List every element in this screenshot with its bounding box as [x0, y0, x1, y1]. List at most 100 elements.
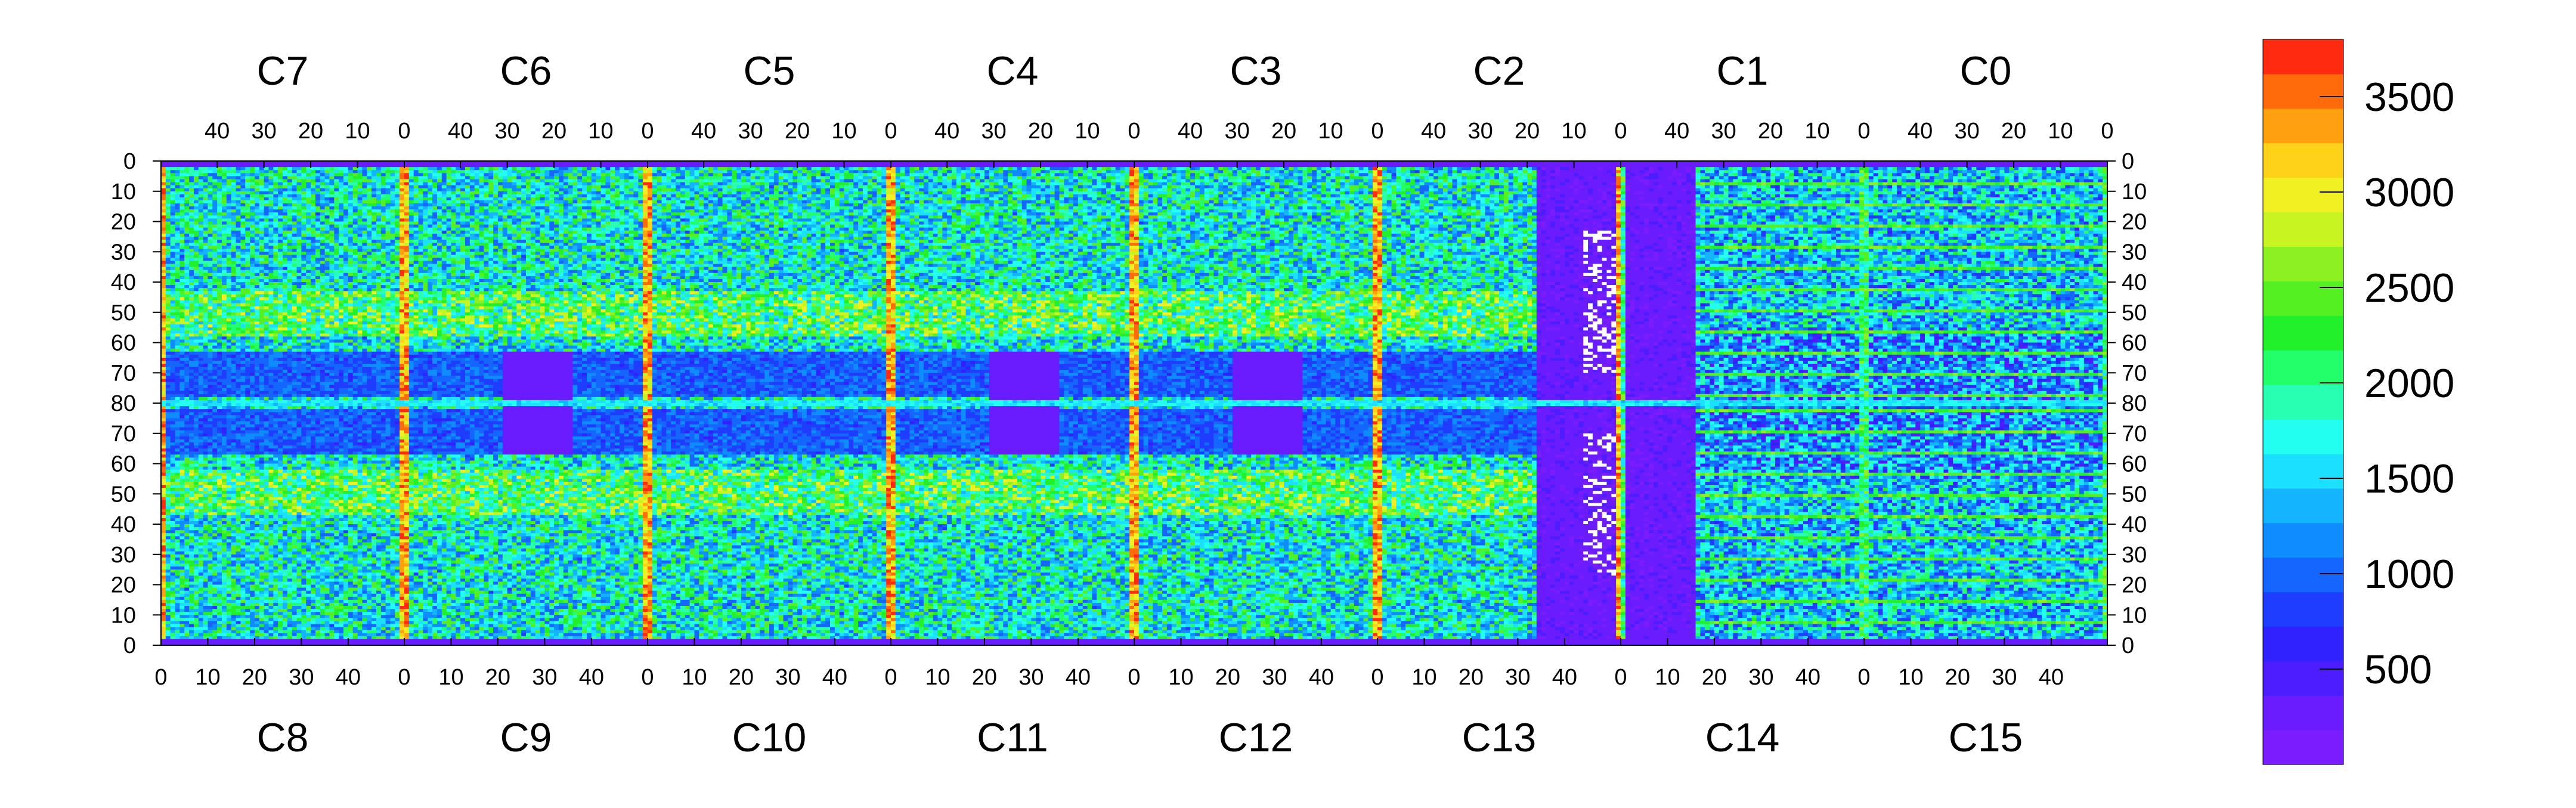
- heatmap-cell: [718, 167, 723, 171]
- heatmap-cell: [1008, 173, 1013, 177]
- heatmap-cell: [1925, 170, 1930, 174]
- heatmap-cell: [564, 167, 568, 171]
- heatmap-cell: [648, 173, 652, 177]
- heatmap-cell: [896, 173, 900, 177]
- heatmap-cell: [723, 164, 727, 168]
- heatmap-cell: [713, 167, 718, 171]
- heatmap-cell: [900, 164, 905, 168]
- heatmap-cell: [1377, 167, 1382, 171]
- heatmap-cell: [2032, 170, 2037, 174]
- heatmap-cell: [1382, 167, 1387, 171]
- heatmap-cell: [1691, 164, 1696, 168]
- heatmap-cell: [694, 164, 699, 168]
- heatmap-cell: [432, 173, 437, 177]
- heatmap-cell: [784, 164, 788, 168]
- heatmap-cell: [1457, 167, 1462, 171]
- heatmap-cell: [2018, 164, 2023, 168]
- heatmap-cell: [432, 170, 437, 174]
- heatmap-cell: [1874, 170, 1878, 174]
- heatmap-cell: [1157, 170, 1162, 174]
- heatmap-cell: [544, 164, 549, 168]
- heatmap-cell: [877, 170, 881, 174]
- heatmap-cell: [610, 173, 615, 177]
- heatmap-cell: [432, 167, 437, 171]
- heatmap-cell: [680, 167, 685, 171]
- heatmap-cell: [723, 173, 727, 177]
- heatmap-cell: [535, 167, 540, 171]
- heatmap-cell: [1190, 164, 1195, 168]
- heatmap-cell: [1822, 164, 1826, 168]
- heatmap-cell: [652, 170, 657, 174]
- heatmap-cell: [1363, 167, 1368, 171]
- heatmap-cell: [2089, 170, 2094, 174]
- heatmap-cell: [582, 167, 587, 171]
- heatmap-cell: [984, 170, 989, 174]
- heatmap-cell: [1017, 164, 1022, 168]
- heatmap-cell: [386, 173, 391, 177]
- heatmap-cell: [1251, 170, 1256, 174]
- heatmap-cell: [1359, 170, 1364, 174]
- heatmap-cell: [2014, 164, 2018, 168]
- heatmap-cell: [657, 170, 662, 174]
- heatmap-cell: [844, 164, 849, 168]
- heatmap-cell: [919, 173, 924, 177]
- heatmap-cell: [994, 170, 999, 174]
- heatmap-cell: [2042, 170, 2046, 174]
- heatmap-cell: [1513, 167, 1518, 171]
- heatmap-cell: [708, 164, 713, 168]
- heatmap-cell: [367, 167, 371, 171]
- heatmap-cell: [1209, 164, 1214, 168]
- heatmap-cell: [311, 164, 315, 168]
- heatmap-cell: [2098, 170, 2103, 174]
- heatmap-cell: [1649, 167, 1654, 171]
- heatmap-cell: [334, 173, 339, 177]
- heatmap-cell: [470, 170, 475, 174]
- heatmap-cell: [1532, 164, 1537, 168]
- heatmap-cell: [994, 164, 999, 168]
- heatmap-cell: [414, 173, 419, 177]
- heatmap-cell: [1920, 170, 1925, 174]
- heatmap-cell: [1696, 164, 1701, 168]
- heatmap-cell: [853, 167, 858, 171]
- heatmap-cell: [278, 167, 283, 171]
- heatmap-cell: [1354, 167, 1359, 171]
- heatmap-cell: [1167, 173, 1172, 177]
- heatmap-cell: [1172, 167, 1176, 171]
- heatmap-cell: [1345, 170, 1349, 174]
- heatmap-cell: [1241, 167, 1246, 171]
- heatmap-cell: [1803, 167, 1808, 171]
- heatmap-cell: [1443, 164, 1448, 168]
- heatmap-cell: [203, 164, 208, 168]
- heatmap-cell: [1621, 170, 1626, 174]
- heatmap-cell: [227, 167, 231, 171]
- heatmap-cell: [816, 167, 821, 171]
- heatmap-cell: [1532, 170, 1537, 174]
- heatmap-cell: [1939, 167, 1944, 171]
- heatmap-cell: [1027, 170, 1032, 174]
- heatmap-cell: [732, 164, 736, 168]
- heatmap-cell: [1284, 170, 1289, 174]
- heatmap-cell: [1794, 170, 1798, 174]
- heatmap-cell: [736, 164, 741, 168]
- heatmap-cell: [601, 170, 606, 174]
- heatmap-cell: [2000, 170, 2005, 174]
- heatmap-cell: [984, 173, 989, 177]
- heatmap-cell: [1251, 164, 1256, 168]
- heatmap-cell: [1560, 164, 1565, 168]
- heatmap-cell: [723, 167, 727, 171]
- heatmap-cell: [1153, 167, 1157, 171]
- heatmap-cell: [961, 167, 966, 171]
- heatmap-cell: [1541, 164, 1546, 168]
- heatmap-cell: [1541, 170, 1546, 174]
- heatmap-cell: [1803, 164, 1808, 168]
- heatmap-cell: [1672, 170, 1677, 174]
- heatmap-cell: [601, 167, 606, 171]
- heatmap-cell: [1433, 170, 1438, 174]
- heatmap-cell: [442, 170, 447, 174]
- heatmap-cell: [840, 173, 844, 177]
- heatmap-cell: [1331, 164, 1336, 168]
- heatmap-cell: [868, 173, 872, 177]
- heatmap-cell: [984, 167, 989, 171]
- heatmap-cell: [488, 164, 493, 168]
- heatmap-cell: [1869, 167, 1874, 171]
